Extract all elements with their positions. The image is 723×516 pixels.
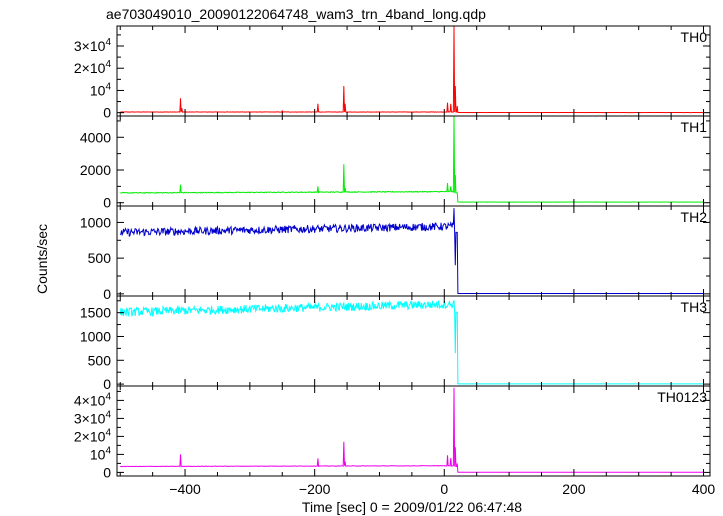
y-tick-label: 104 — [90, 81, 112, 98]
panel-th0: 0 104 2×104 3×104 TH0 — [74, 25, 711, 121]
x-tick-label: 200 — [562, 481, 586, 497]
panel-label-th1: TH1 — [681, 119, 708, 135]
y-tick-label: 4000 — [80, 129, 111, 145]
x-tick-label: 400 — [692, 481, 716, 497]
y-tick-label: 3×104 — [74, 37, 112, 54]
panel-label-th0123: TH0123 — [657, 389, 707, 405]
x-tick-label: −200 — [299, 481, 331, 497]
panel-th1: 0 2000 4000 TH1 — [80, 115, 711, 211]
x-tick-label: −400 — [169, 481, 201, 497]
panel-label-th0: TH0 — [681, 29, 708, 45]
series-line-th3 — [119, 299, 704, 385]
chart-title: ae703049010_20090122064748_wam3_trn_4ban… — [106, 6, 486, 22]
y-tick-label: 500 — [88, 250, 112, 266]
panel-th2: 0 500 1000 TH2 — [80, 205, 711, 302]
y-tick-label: 0 — [103, 105, 111, 121]
y-axis-label: Counts/sec — [34, 224, 50, 294]
series-line-th0123 — [120, 387, 704, 473]
series-line-th1 — [120, 115, 704, 203]
y-tick-label: 1500 — [80, 305, 111, 321]
y-tick-label: 3×104 — [74, 409, 112, 426]
panel-frame — [116, 385, 711, 477]
x-axis-label: Time [sec] 0 = 2009/01/22 06:47:48 — [302, 499, 522, 515]
y-tick-label: 2×104 — [74, 427, 112, 444]
y-tick-label: 1000 — [80, 214, 111, 230]
series-line-th0 — [120, 25, 704, 114]
y-tick-label: 2000 — [80, 162, 111, 178]
y-tick-label: 0 — [103, 464, 111, 480]
y-tick-label: 0 — [103, 195, 111, 211]
y-tick-label: 2×104 — [74, 59, 112, 76]
panel-label-th2: TH2 — [681, 209, 708, 225]
y-tick-label: 0 — [103, 286, 111, 302]
y-tick-label: 4×104 — [74, 391, 112, 408]
panel-frame — [116, 25, 711, 117]
panel-th3: 0 500 1000 1500 TH3 — [80, 295, 711, 392]
y-tick-label: 1000 — [80, 328, 111, 344]
series-line-th2 — [119, 208, 704, 295]
panel-label-th3: TH3 — [681, 299, 708, 315]
y-tick-label: 104 — [90, 445, 112, 462]
x-tick-label: 0 — [440, 481, 448, 497]
y-tick-label: 500 — [88, 352, 112, 368]
y-tick-label: 0 — [103, 376, 111, 392]
panel-frame — [116, 205, 711, 297]
